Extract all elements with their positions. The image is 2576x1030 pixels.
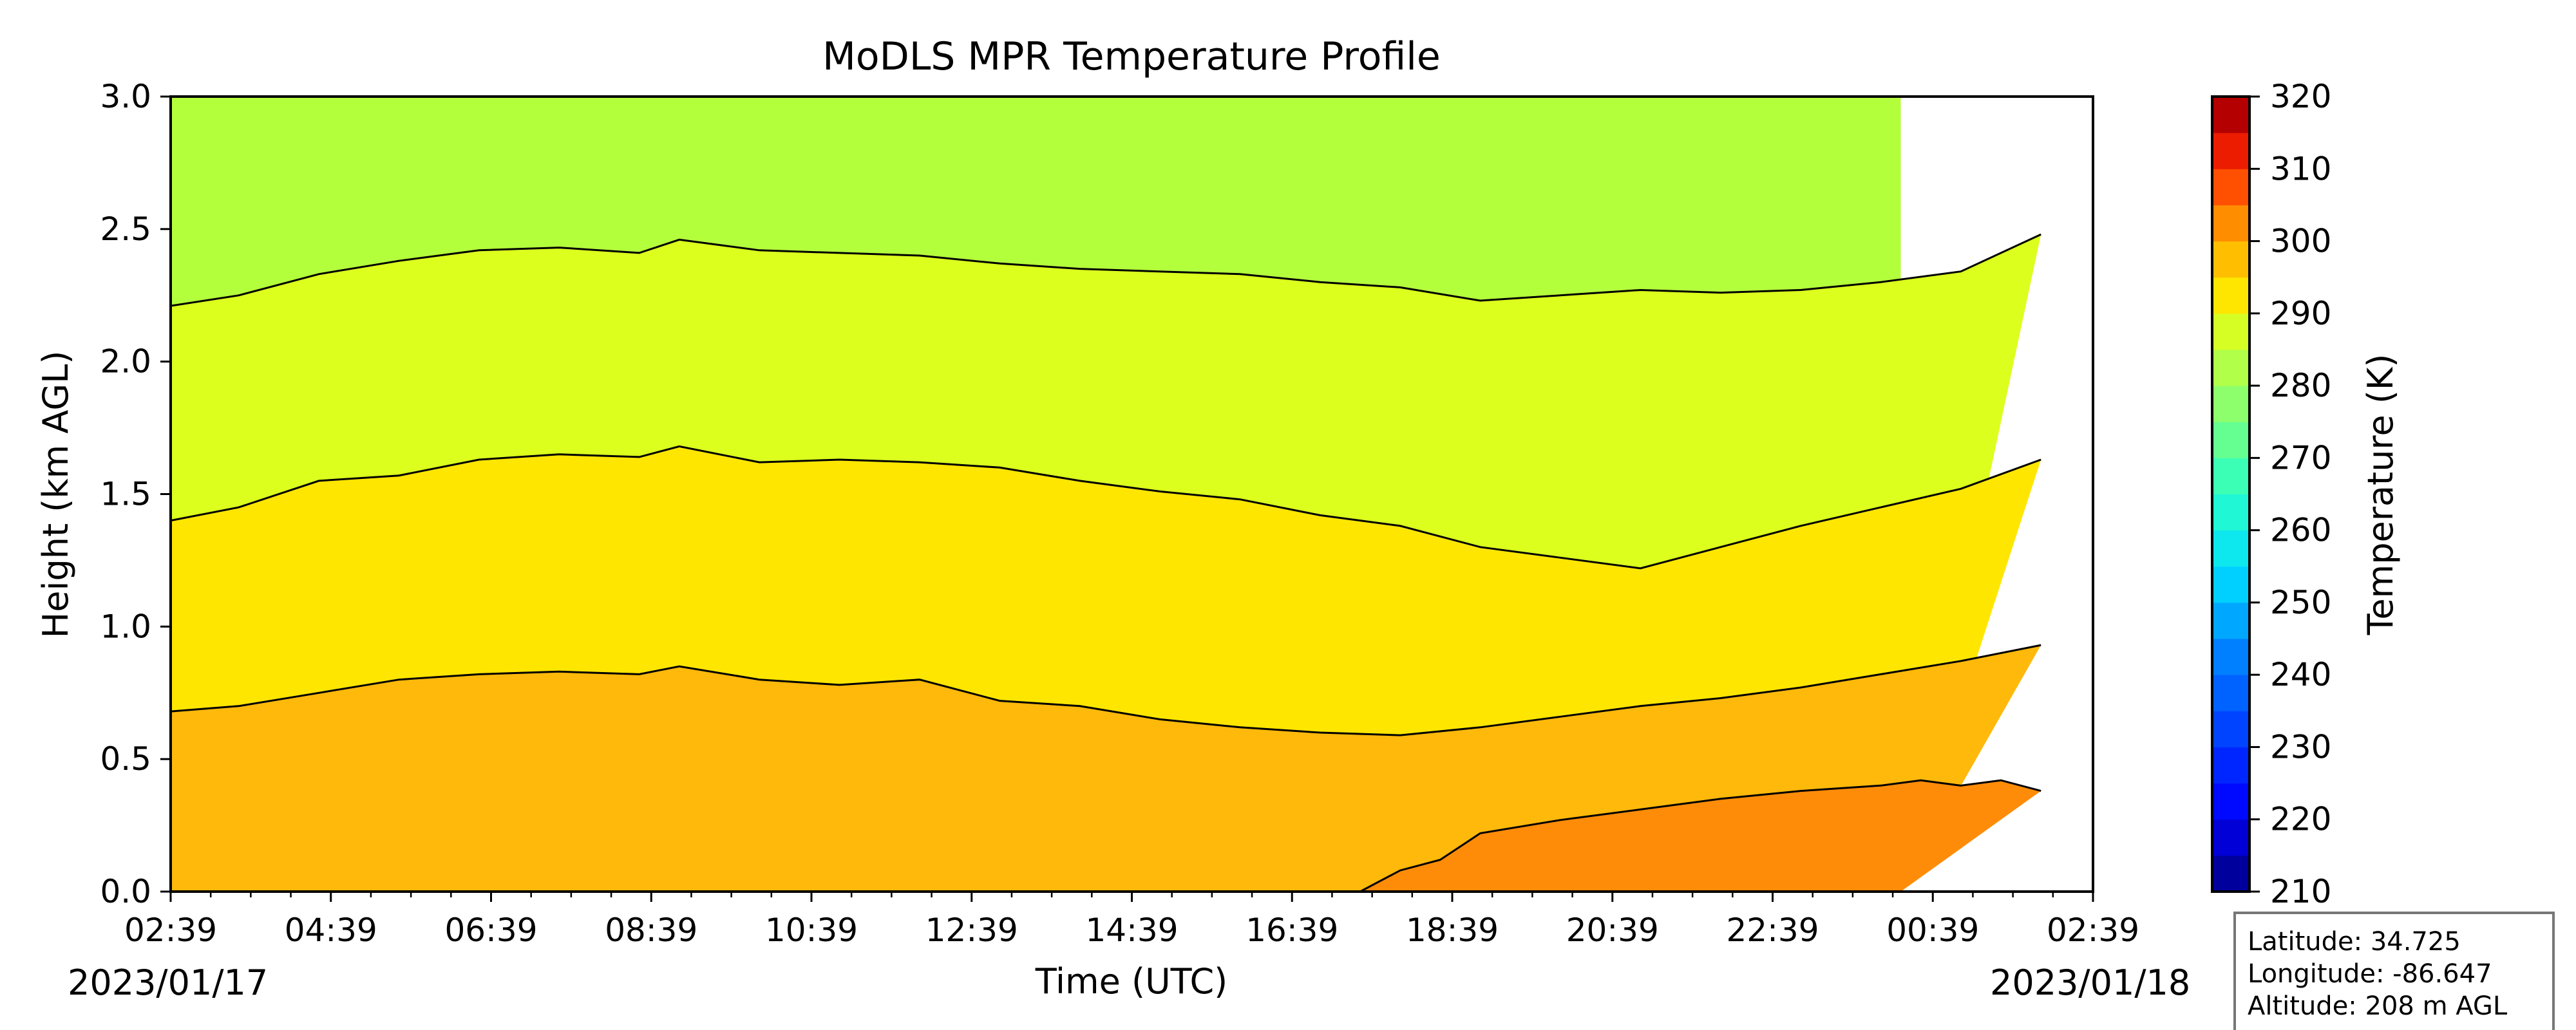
x-tick-label: 16:39	[1245, 912, 1338, 949]
colorbar-tick-label: 260	[2270, 512, 2331, 549]
x-tick-label: 04:39	[285, 912, 377, 949]
colorbar-swatch	[2212, 205, 2249, 242]
info-altitude: Altitude: 208 m AGL	[2248, 991, 2508, 1021]
location-info-box: Latitude: 34.725 Longitude: -86.647 Alti…	[2233, 912, 2555, 1030]
colorbar-swatch	[2212, 133, 2249, 169]
contour-lines	[171, 233, 2041, 892]
colorbar-swatch	[2212, 675, 2249, 711]
colorbar-swatch	[2212, 783, 2249, 820]
colorbar-swatch	[2212, 422, 2249, 458]
colorbar-swatch	[2212, 313, 2249, 350]
x-tick-label: 18:39	[1406, 912, 1499, 949]
info-longitude: Longitude: -86.647	[2248, 959, 2492, 989]
x-tick-label: 02:39	[2047, 912, 2139, 949]
colorbar-tick-label: 310	[2270, 150, 2331, 187]
info-latitude: Latitude: 34.725	[2248, 927, 2461, 957]
colorbar-swatch	[2212, 747, 2249, 784]
colorbar-swatch	[2212, 169, 2249, 205]
x-tick-label: 22:39	[1726, 912, 1819, 949]
x-tick-label: 08:39	[605, 912, 697, 949]
contour-275k	[171, 233, 2041, 307]
x-axis-label: Time (UTC)	[1035, 961, 1228, 1002]
colorbar-swatch	[2212, 386, 2249, 422]
colorbar-tick-label: 250	[2270, 584, 2331, 621]
colorbar-tick-label: 230	[2270, 728, 2331, 765]
colorbar-swatch	[2212, 277, 2249, 314]
colorbar-tick-label: 300	[2270, 223, 2331, 260]
colorbar-tick-label: 220	[2270, 801, 2331, 838]
y-tick-label: 2.5	[100, 211, 151, 248]
colorbar-swatch	[2212, 97, 2249, 133]
x-tick-label: 14:39	[1085, 912, 1178, 949]
y-tick-label: 0.5	[100, 740, 151, 778]
y-tick-label: 1.5	[100, 476, 151, 513]
chart-title: MoDLS MPR Temperature Profile	[822, 34, 1441, 79]
x-tick-label: 20:39	[1566, 912, 1659, 949]
contour-290k	[1359, 779, 2041, 892]
colorbar-label: Temperature (K)	[2360, 354, 2401, 636]
contour-280k	[171, 445, 2041, 570]
colorbar-tick-label: 270	[2270, 439, 2331, 476]
colorbar-swatch	[2212, 566, 2249, 603]
y-tick-label: 0.0	[100, 873, 151, 910]
y-tick-label: 1.0	[100, 608, 151, 645]
y-axis-label: Height (km AGL)	[35, 351, 76, 639]
colorbar-tick-label: 240	[2270, 656, 2331, 693]
colorbar-swatch	[2212, 639, 2249, 675]
colorbar-swatch	[2212, 530, 2249, 567]
end-date-label: 2023/01/18	[1990, 962, 2190, 1003]
x-tick-label: 02:39	[124, 912, 217, 949]
temperature-bands	[171, 97, 2041, 892]
start-date-label: 2023/01/17	[68, 962, 268, 1003]
colorbar-swatch	[2212, 855, 2249, 892]
band-290-295k	[1360, 780, 2041, 892]
colorbar-swatch	[2212, 819, 2249, 856]
x-tick-label: 00:39	[1886, 912, 1979, 949]
colorbar-tick-label: 210	[2270, 873, 2331, 910]
x-tick-label: 12:39	[925, 912, 1018, 949]
y-tick-label: 2.0	[100, 343, 151, 380]
y-tick-label: 3.0	[100, 78, 151, 115]
y-axis: 0.0 0.5 1.0 1.5 2.0 2.5 3.0	[100, 78, 171, 910]
colorbar-swatch	[2212, 711, 2249, 747]
colorbar-swatch	[2212, 602, 2249, 639]
x-tick-label: 06:39	[444, 912, 537, 949]
contour-285k	[171, 644, 2041, 736]
x-axis: 02:39 04:39 06:39 08:39 10:39 12:39 14:39 16:39…	[124, 892, 2139, 949]
colorbar-swatch	[2212, 349, 2249, 386]
colorbar-tick-label: 320	[2270, 78, 2331, 115]
colorbar-tick-label: 280	[2270, 367, 2331, 404]
colorbar-swatch	[2212, 241, 2249, 278]
colorbar-frame	[2211, 95, 2251, 893]
colorbar: 210 220 230 240 250 260 270 280 290 300 310 320	[2211, 78, 2331, 910]
colorbar-swatch	[2212, 494, 2249, 531]
colorbar-tick-label: 290	[2270, 295, 2331, 332]
x-tick-label: 10:39	[765, 912, 858, 949]
colorbar-swatch	[2212, 458, 2249, 494]
